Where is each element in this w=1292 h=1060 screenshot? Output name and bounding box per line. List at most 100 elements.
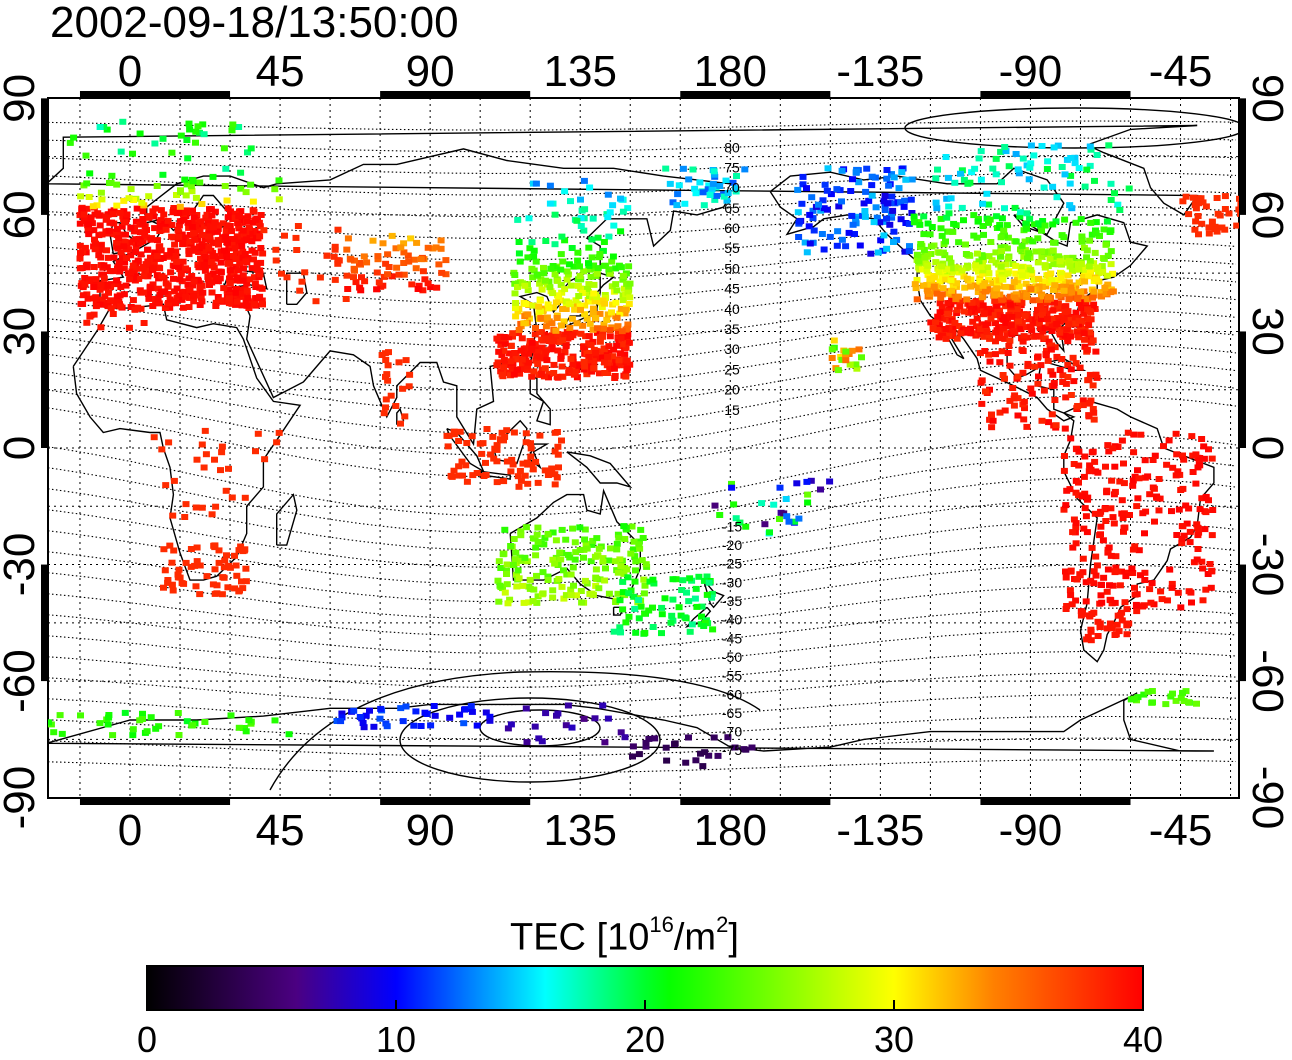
tec-point [621, 536, 629, 542]
tec-point [580, 358, 588, 365]
tec-point [501, 340, 509, 347]
tec-point [549, 338, 557, 344]
tec-point [222, 487, 230, 494]
tec-point [241, 546, 249, 553]
tec-point [217, 297, 225, 304]
tec-point [1085, 412, 1093, 419]
tec-point [182, 192, 190, 199]
colorbar-tick-label: 30 [874, 1019, 914, 1060]
tec-point [242, 189, 250, 196]
tec-point [213, 582, 221, 589]
tec-point [561, 348, 569, 355]
tec-point [606, 270, 614, 277]
tec-point [192, 583, 200, 590]
tec-point [1130, 431, 1138, 438]
tec-point [127, 252, 135, 259]
tec-point [521, 282, 529, 289]
tec-point [1023, 225, 1030, 232]
tec-point [1216, 212, 1224, 219]
tec-point [76, 242, 84, 249]
tec-point [916, 221, 924, 228]
tec-point [623, 325, 631, 332]
tec-point [1118, 437, 1126, 444]
tec-point [1124, 429, 1132, 436]
tec-point [522, 439, 530, 446]
tec-point [1104, 442, 1112, 449]
tec-point [397, 420, 404, 427]
tec-point [622, 306, 630, 313]
tec-point [691, 185, 699, 192]
tec-point [514, 356, 521, 362]
tec-point [874, 249, 882, 256]
tec-point [164, 577, 172, 583]
tec-point [669, 596, 677, 603]
tec-point [551, 429, 559, 436]
tec-point [176, 218, 184, 225]
tec-point [1069, 529, 1077, 536]
tec-point [532, 258, 540, 265]
tec-point [932, 318, 939, 325]
tec-point [917, 253, 925, 260]
tec-point [555, 295, 563, 302]
tec-point [90, 311, 98, 318]
tec-point [603, 349, 611, 356]
tec-point [121, 238, 129, 245]
tec-point [933, 290, 941, 297]
tec-point [695, 573, 703, 580]
tec-point [162, 226, 170, 233]
tec-point [532, 458, 540, 465]
tec-point [96, 222, 104, 229]
tec-point [170, 547, 178, 554]
tec-point [588, 541, 596, 548]
tec-point [1012, 291, 1020, 298]
tec-point [569, 332, 577, 339]
tec-point [226, 267, 234, 274]
tec-point [198, 441, 206, 448]
tec-point [852, 361, 860, 368]
plot-title: 2002-09-18/13:50:00 [50, 0, 459, 47]
tec-point [1055, 315, 1063, 322]
tec-point [936, 309, 944, 316]
tec-point [243, 287, 251, 294]
tec-point [1030, 221, 1038, 228]
tec-point [215, 547, 223, 554]
tec-point [942, 238, 949, 245]
tec-point [201, 253, 209, 260]
tec-point [669, 576, 677, 583]
tec-point [975, 285, 982, 291]
tec-point [495, 598, 503, 605]
tec-point [1087, 628, 1095, 635]
tec-point [545, 370, 553, 377]
tec-point [572, 549, 580, 556]
tec-point [529, 535, 537, 542]
tec-point [963, 296, 971, 303]
tec-point [1029, 320, 1037, 327]
tec-point [541, 277, 549, 284]
tec-point [585, 333, 593, 340]
tec-point [412, 708, 420, 715]
tec-point [595, 585, 603, 592]
tec-point [248, 247, 256, 254]
tec-point [144, 246, 152, 253]
tec-point [505, 334, 513, 341]
tec-point [957, 297, 965, 304]
tec-point [196, 179, 204, 186]
tec-point [546, 182, 554, 189]
tec-point [1022, 221, 1030, 228]
tec-point [220, 247, 228, 254]
tec-point [708, 594, 716, 601]
tec-point [1032, 248, 1040, 255]
tec-point [613, 314, 621, 321]
tec-point [482, 459, 489, 466]
tec-point [1083, 346, 1091, 353]
tec-point [776, 516, 783, 522]
tec-point [827, 191, 835, 198]
tec-point [105, 714, 113, 721]
tec-point [564, 271, 572, 278]
tec-point [444, 443, 452, 450]
tec-point [523, 459, 531, 466]
tec-point [576, 276, 584, 283]
tec-point [373, 286, 381, 293]
tec-point [1027, 267, 1035, 274]
tec-point [589, 215, 597, 222]
